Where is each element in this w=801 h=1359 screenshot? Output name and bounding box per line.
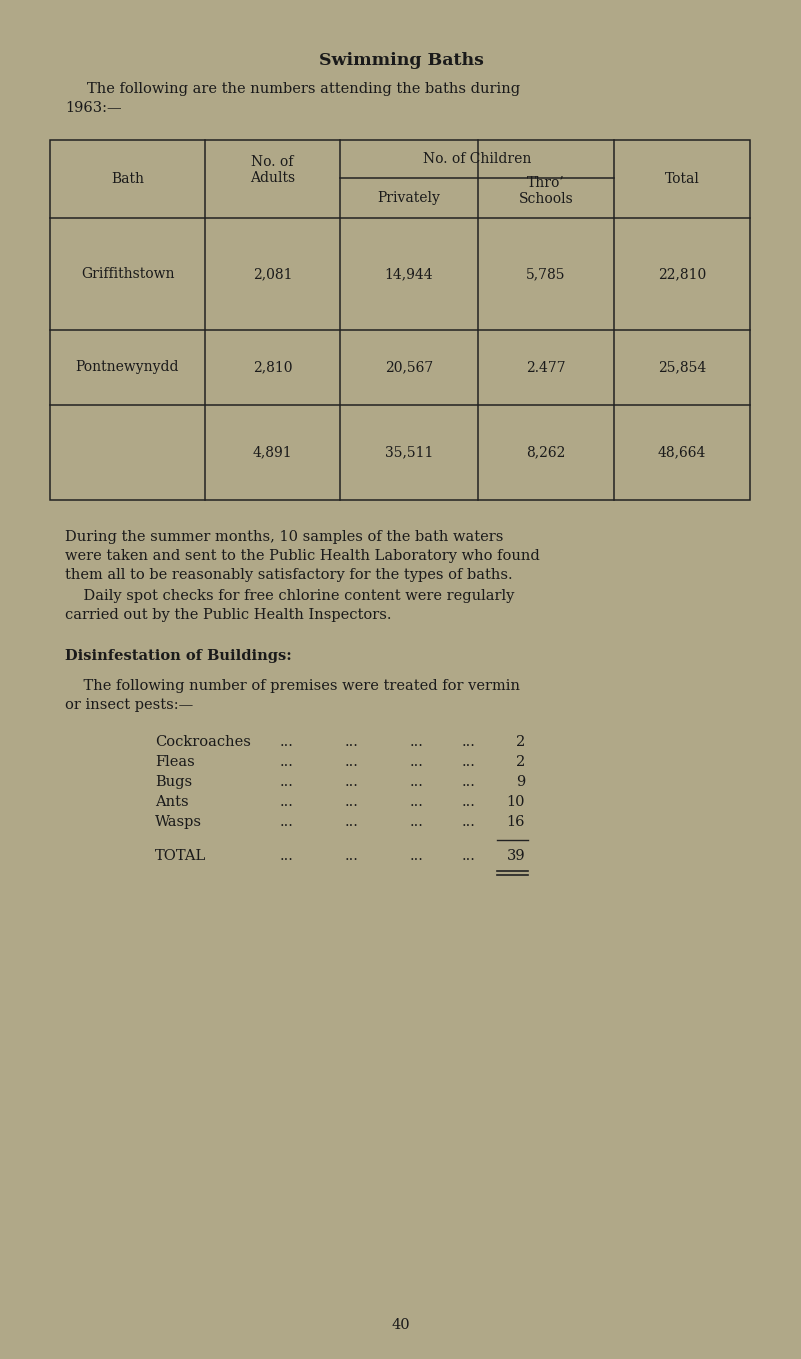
Text: ...: ... bbox=[345, 756, 359, 769]
Text: ...: ... bbox=[462, 775, 476, 790]
Text: ...: ... bbox=[280, 849, 294, 863]
Text: ...: ... bbox=[345, 735, 359, 749]
Text: Bugs: Bugs bbox=[155, 775, 192, 790]
Text: ...: ... bbox=[462, 849, 476, 863]
Text: ...: ... bbox=[410, 815, 424, 829]
Text: 2: 2 bbox=[516, 735, 525, 749]
Text: ...: ... bbox=[280, 775, 294, 790]
Text: ...: ... bbox=[280, 756, 294, 769]
Text: 5,785: 5,785 bbox=[526, 266, 566, 281]
Text: Griffithstown: Griffithstown bbox=[81, 266, 175, 281]
Text: Cockroaches: Cockroaches bbox=[155, 735, 251, 749]
Text: Bath: Bath bbox=[111, 173, 144, 186]
Text: or insect pests:—: or insect pests:— bbox=[65, 699, 193, 712]
Text: No. of
Adults: No. of Adults bbox=[250, 155, 295, 185]
Text: ...: ... bbox=[462, 815, 476, 829]
Text: ...: ... bbox=[462, 735, 476, 749]
Text: No. of Children: No. of Children bbox=[423, 152, 531, 166]
Text: ...: ... bbox=[345, 795, 359, 809]
Text: ...: ... bbox=[345, 775, 359, 790]
Bar bbox=[50, 140, 750, 500]
Text: Daily spot checks for free chlorine content were regularly: Daily spot checks for free chlorine cont… bbox=[65, 588, 514, 603]
Text: 1963:—: 1963:— bbox=[65, 101, 122, 116]
Text: ...: ... bbox=[410, 775, 424, 790]
Text: 2,081: 2,081 bbox=[253, 266, 292, 281]
Text: 14,944: 14,944 bbox=[384, 266, 433, 281]
Text: 2.477: 2.477 bbox=[526, 360, 566, 375]
Text: 25,854: 25,854 bbox=[658, 360, 706, 375]
Text: were taken and sent to the Public Health Laboratory who found: were taken and sent to the Public Health… bbox=[65, 549, 540, 563]
Text: During the summer months, 10 samples of the bath waters: During the summer months, 10 samples of … bbox=[65, 530, 503, 544]
Text: Wasps: Wasps bbox=[155, 815, 202, 829]
Text: them all to be reasonably satisfactory for the types of baths.: them all to be reasonably satisfactory f… bbox=[65, 568, 513, 582]
Text: Thro’
Schools: Thro’ Schools bbox=[518, 175, 574, 207]
Text: ...: ... bbox=[462, 795, 476, 809]
Text: Total: Total bbox=[665, 173, 699, 186]
Text: ...: ... bbox=[345, 815, 359, 829]
Text: 40: 40 bbox=[392, 1318, 410, 1332]
Text: 35,511: 35,511 bbox=[384, 446, 433, 459]
Text: Pontnewynydd: Pontnewynydd bbox=[76, 360, 179, 375]
Text: 9: 9 bbox=[516, 775, 525, 790]
Text: Privately: Privately bbox=[377, 192, 441, 205]
Text: ...: ... bbox=[410, 795, 424, 809]
Text: ...: ... bbox=[462, 756, 476, 769]
Text: 22,810: 22,810 bbox=[658, 266, 706, 281]
Text: ...: ... bbox=[280, 795, 294, 809]
Text: 16: 16 bbox=[506, 815, 525, 829]
Text: ...: ... bbox=[280, 815, 294, 829]
Text: 4,891: 4,891 bbox=[252, 446, 292, 459]
Text: ...: ... bbox=[345, 849, 359, 863]
Text: The following number of premises were treated for vermin: The following number of premises were tr… bbox=[65, 680, 520, 693]
Text: ...: ... bbox=[410, 756, 424, 769]
Text: The following are the numbers attending the baths during: The following are the numbers attending … bbox=[87, 82, 520, 96]
Text: Swimming Baths: Swimming Baths bbox=[319, 52, 484, 69]
Text: ...: ... bbox=[410, 735, 424, 749]
Text: 2,810: 2,810 bbox=[253, 360, 292, 375]
Text: 48,664: 48,664 bbox=[658, 446, 706, 459]
Text: ...: ... bbox=[280, 735, 294, 749]
Text: carried out by the Public Health Inspectors.: carried out by the Public Health Inspect… bbox=[65, 607, 392, 622]
Text: 2: 2 bbox=[516, 756, 525, 769]
Text: 39: 39 bbox=[506, 849, 525, 863]
Text: Disinfestation of Buildings:: Disinfestation of Buildings: bbox=[65, 650, 292, 663]
Text: ...: ... bbox=[410, 849, 424, 863]
Text: Ants: Ants bbox=[155, 795, 188, 809]
Text: TOTAL: TOTAL bbox=[155, 849, 206, 863]
Text: 8,262: 8,262 bbox=[526, 446, 566, 459]
Text: 20,567: 20,567 bbox=[384, 360, 433, 375]
Text: Fleas: Fleas bbox=[155, 756, 195, 769]
Text: 10: 10 bbox=[506, 795, 525, 809]
